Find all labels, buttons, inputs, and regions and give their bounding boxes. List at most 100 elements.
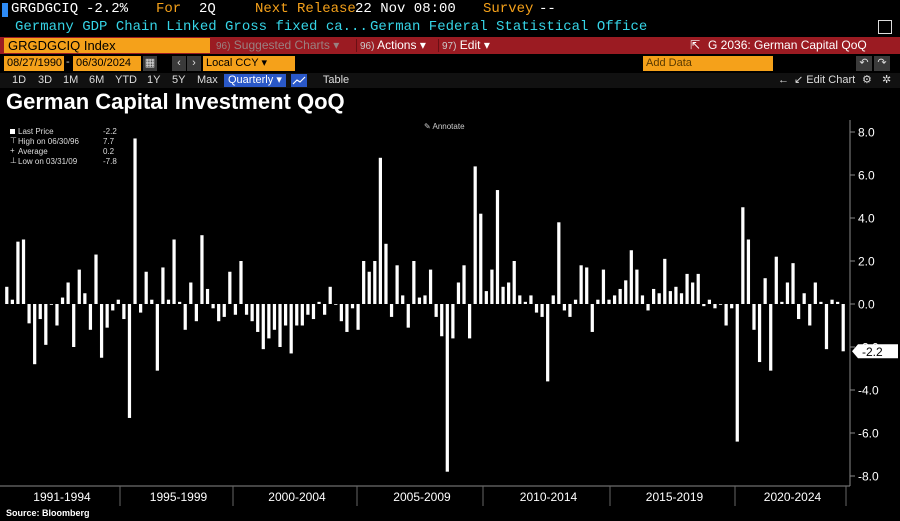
period-1m[interactable]: 1M [63, 74, 79, 86]
bar [512, 261, 516, 304]
source-organization: German Federal Statistical Office [370, 19, 648, 35]
bar [836, 301, 840, 304]
settings-icon[interactable]: ✲ [882, 74, 892, 86]
currency-label: Local CCY [206, 57, 259, 69]
period-5y[interactable]: 5Y [172, 74, 186, 86]
calendar-icon[interactable]: ▦ [143, 56, 157, 71]
annotate-button[interactable]: ✎ Annotate [424, 122, 465, 131]
line-chart-glyph [292, 76, 306, 85]
bar [434, 304, 438, 317]
bar [423, 295, 427, 304]
bar [590, 304, 594, 332]
frequency-select[interactable]: Quarterly ▾ [224, 74, 286, 87]
period-1y[interactable]: 1Y [147, 74, 161, 86]
bar [640, 295, 645, 304]
bar [183, 304, 187, 330]
bar [507, 282, 511, 304]
table-button[interactable]: Table [322, 74, 350, 86]
bar [239, 261, 243, 304]
period-1d[interactable]: 1D [12, 74, 27, 86]
bar [116, 299, 120, 304]
edit-menu[interactable]: 97) Edit ▾ [442, 37, 490, 55]
line-chart-icon[interactable] [291, 74, 307, 87]
bar [696, 273, 700, 304]
settings-icon[interactable]: ⚙ [862, 74, 872, 86]
ticker-symbol[interactable]: GRGDGCIQ [11, 1, 79, 17]
security-description: Germany GDP Chain Linked Gross fixed ca.… [15, 19, 368, 35]
next-release-label: Next Release [255, 1, 356, 17]
bar [467, 304, 472, 339]
bar [250, 304, 254, 322]
bar [228, 271, 232, 304]
period-max[interactable]: Max [197, 74, 218, 86]
bar [10, 299, 14, 304]
edit-chart-button[interactable]: ↙ Edit Chart [794, 74, 856, 86]
dropdown-arrow-icon: ▾ [333, 38, 340, 52]
bar [401, 295, 405, 304]
redo-icon[interactable]: ↷ [874, 56, 890, 71]
bar [557, 222, 561, 304]
bar [77, 269, 81, 304]
toolbar-divider [438, 39, 439, 52]
y-tick-label: 4.0 [858, 212, 875, 226]
bar [495, 190, 500, 304]
bar [222, 304, 226, 317]
bar [780, 301, 784, 304]
bar [161, 267, 165, 304]
next-range-button[interactable]: › [187, 56, 201, 71]
actions-menu[interactable]: 96) Actions ▾ [360, 37, 426, 55]
bar [155, 304, 159, 371]
function-title: G 2036: German Capital QoQ [708, 38, 867, 52]
bar [534, 304, 539, 313]
launch-icon[interactable]: ⇱ [690, 38, 701, 52]
start-date-field[interactable]: 08/27/1990 [4, 56, 64, 71]
actions-label: Actions [377, 38, 417, 52]
bar [601, 269, 606, 304]
bar [674, 286, 678, 304]
back-arrow-icon[interactable]: ← [778, 74, 789, 86]
prev-range-button[interactable]: ‹ [172, 56, 186, 71]
suggested-charts-menu[interactable]: 96) Suggested Charts ▾ [216, 37, 339, 55]
security-input[interactable]: GRGDGCIQ Index [4, 38, 210, 53]
bar [356, 304, 360, 330]
bar [55, 304, 59, 326]
bar [111, 304, 115, 311]
add-data-input[interactable]: Add Data [643, 56, 773, 71]
bar [484, 291, 488, 304]
bar [808, 304, 812, 326]
bar [144, 271, 148, 304]
bar [139, 304, 143, 313]
bar [451, 304, 455, 339]
end-date-field[interactable]: 06/30/2024 [73, 56, 141, 71]
period-3d[interactable]: 3D [38, 74, 53, 86]
bar [166, 299, 171, 304]
period-ytd[interactable]: YTD [115, 74, 137, 86]
bar [679, 293, 684, 304]
survey-label: Survey [483, 1, 534, 17]
currency-select[interactable]: Local CCY ▾ [203, 56, 295, 71]
bar [295, 304, 299, 326]
last-change: -2.2% [86, 1, 129, 17]
bar [596, 299, 600, 304]
quote-header: GRGDGCIQ -2.2% For 2Q Next Release 22 No… [0, 0, 900, 19]
legend-value: 7.7 [103, 137, 115, 146]
suggested-charts-label: Suggested Charts [233, 38, 330, 52]
bar [769, 304, 773, 371]
bar [417, 297, 422, 304]
bar-chart[interactable]: 8.06.04.02.00.0-2.0-4.0-6.0-8.0-2.21991-… [0, 118, 900, 506]
bar [350, 304, 355, 309]
bar [256, 304, 260, 332]
popout-icon[interactable] [878, 20, 892, 34]
legend-label: Average [18, 147, 48, 156]
legend-value: -7.8 [103, 157, 117, 166]
bar [217, 304, 221, 322]
dropdown-arrow-icon: ▾ [483, 38, 490, 52]
period-6m[interactable]: 6M [89, 74, 105, 86]
bar [373, 261, 377, 304]
undo-icon[interactable]: ↶ [856, 56, 872, 71]
for-value: 2Q [199, 1, 216, 17]
bar [83, 293, 87, 304]
ticker-marker [2, 3, 8, 17]
bar [479, 213, 483, 304]
bar [440, 304, 444, 337]
